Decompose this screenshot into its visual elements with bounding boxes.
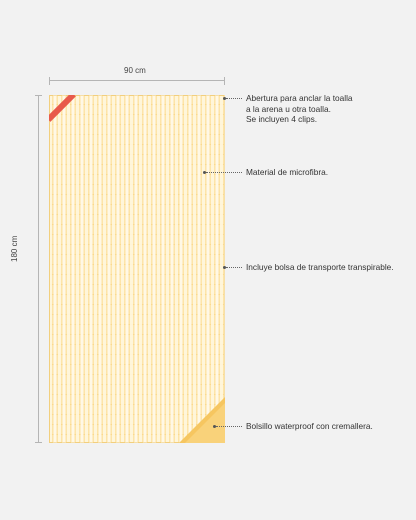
height-dimension-tick-bottom: [35, 442, 42, 443]
towel-pattern: [49, 95, 225, 443]
callout-anchor-line-2: a la arena u otra toalla.: [246, 103, 331, 114]
callout-line-pocket: [216, 426, 242, 427]
callout-material-line-1: Material de microfibra.: [246, 167, 329, 177]
callout-dot-pocket: [213, 425, 216, 428]
width-dimension-tick-right: [224, 77, 225, 85]
height-dimension-line: [38, 95, 39, 443]
width-dimension-tick-left: [49, 77, 50, 85]
callout-line-material: [206, 172, 242, 173]
callout-dot-bag: [223, 266, 226, 269]
height-dimension-label: 180 cm: [10, 235, 19, 262]
callout-anchor-opening: Abertura para anclar la toalla a la aren…: [246, 93, 353, 125]
callout-bag-line-1: Incluye bolsa de transporte transpirable…: [246, 262, 394, 272]
callout-line-bag: [226, 267, 242, 268]
callout-dot-anchor: [223, 97, 226, 100]
width-dimension-label: 90 cm: [124, 66, 146, 75]
towel-illustration: [49, 95, 225, 443]
callout-anchor-line-3: Se incluyen 4 clips.: [246, 114, 318, 124]
callout-material: Material de microfibra.: [246, 167, 328, 178]
callout-dot-material: [203, 171, 206, 174]
callout-carry-bag: Incluye bolsa de transporte transpirable…: [246, 262, 394, 273]
callout-waterproof-pocket: Bolsillo waterproof con cremallera.: [246, 421, 373, 432]
callout-anchor-line-1: Abertura para anclar la toalla: [246, 93, 353, 103]
callout-pocket-line-1: Bolsillo waterproof con cremallera.: [246, 421, 373, 431]
width-dimension-line: [49, 80, 225, 81]
height-dimension-tick-top: [35, 95, 42, 96]
zip-pocket-fill: [185, 403, 225, 443]
callout-line-anchor: [226, 98, 242, 99]
